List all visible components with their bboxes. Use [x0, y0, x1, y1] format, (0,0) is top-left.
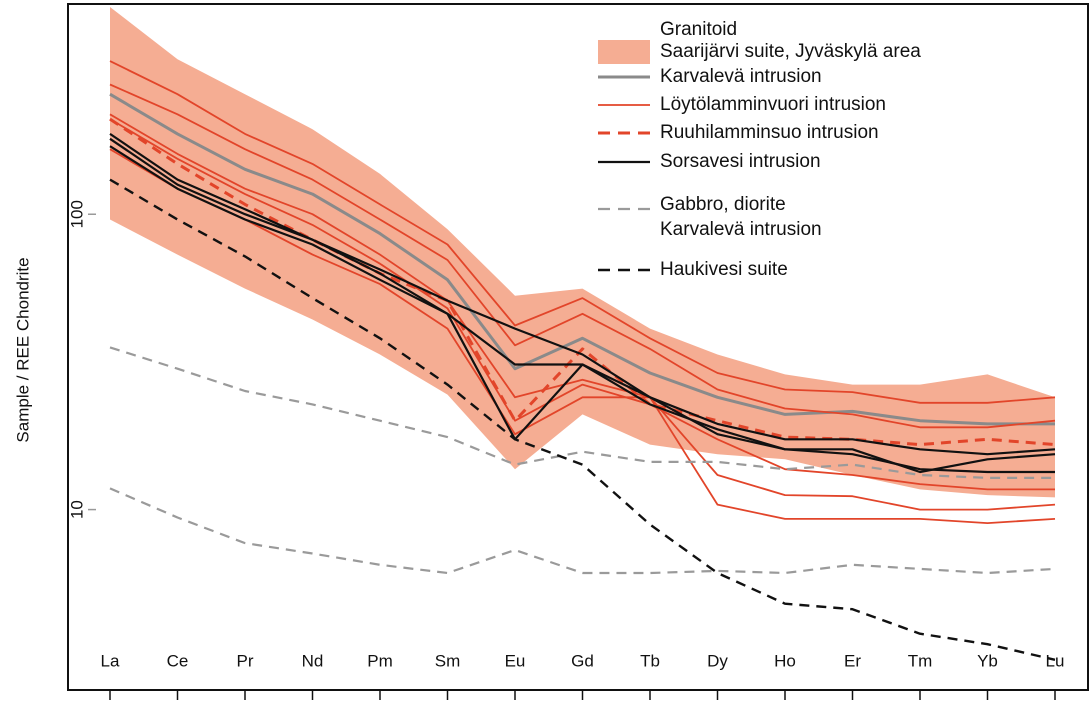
x-tick-label: Tm: [908, 651, 933, 670]
x-tick-label: Ho: [774, 651, 796, 670]
legend-label: Saarijärvi suite, Jyväskylä area: [660, 41, 921, 62]
legend-label: Ruuhilamminsuo intrusion: [660, 122, 879, 143]
x-tick-label: Eu: [505, 651, 526, 670]
series-line: [109, 346, 1055, 479]
legend-group-title: Granitoid: [660, 19, 737, 40]
series-line: [109, 132, 1056, 456]
legend-swatch: [598, 40, 650, 64]
x-tick-label: Nd: [302, 651, 324, 670]
legend-label: Karvalevä intrusion: [660, 219, 822, 240]
series-line: [109, 92, 1055, 426]
legend-group-title: Gabbro, diorite: [660, 194, 786, 215]
series-line: [109, 83, 1056, 429]
x-tick-label: Lu: [1046, 651, 1065, 670]
band: [110, 7, 1055, 498]
series-line: [109, 60, 1056, 404]
x-tick-label: Sm: [435, 651, 461, 670]
plot-area: 10 100 La Ce Pr Nd Pm Sm Eu Gd Tb Dy Ho Er Tm Yb Lu: [67, 3, 1089, 700]
series-line: [109, 145, 1056, 474]
x-tick-label: Tb: [640, 651, 660, 670]
series-line: [109, 487, 1056, 575]
legend-label: Haukivesi suite: [660, 259, 788, 280]
legend-label: Sorsavesi intrusion: [660, 151, 821, 172]
x-tick-label: Pr: [237, 651, 254, 670]
plot-frame: [67, 3, 1089, 691]
x-tick-label: Dy: [707, 651, 728, 670]
series-line: [109, 148, 1056, 524]
x-tick-label: Yb: [977, 651, 998, 670]
x-tick-label: Ce: [167, 651, 189, 670]
x-tick-label: La: [101, 651, 120, 670]
series-line: [109, 113, 1056, 511]
y-axis-label: Sample / REE Chondrite: [13, 257, 32, 442]
series-line: [109, 117, 1056, 447]
legend-label: Löytölamminvuori intrusion: [660, 94, 886, 115]
y-tick-label: 10: [67, 500, 86, 519]
x-tick-label: Er: [844, 651, 861, 670]
y-tick-label: 100: [67, 200, 86, 228]
legend: Granitoid Gabbro, diorite Saarijärvi suite…: [598, 19, 921, 280]
x-tick-label: Gd: [571, 651, 594, 670]
series-line: [109, 118, 1055, 491]
x-tick-label: Pm: [367, 651, 393, 670]
legend-label: Karvalevä intrusion: [660, 66, 822, 87]
